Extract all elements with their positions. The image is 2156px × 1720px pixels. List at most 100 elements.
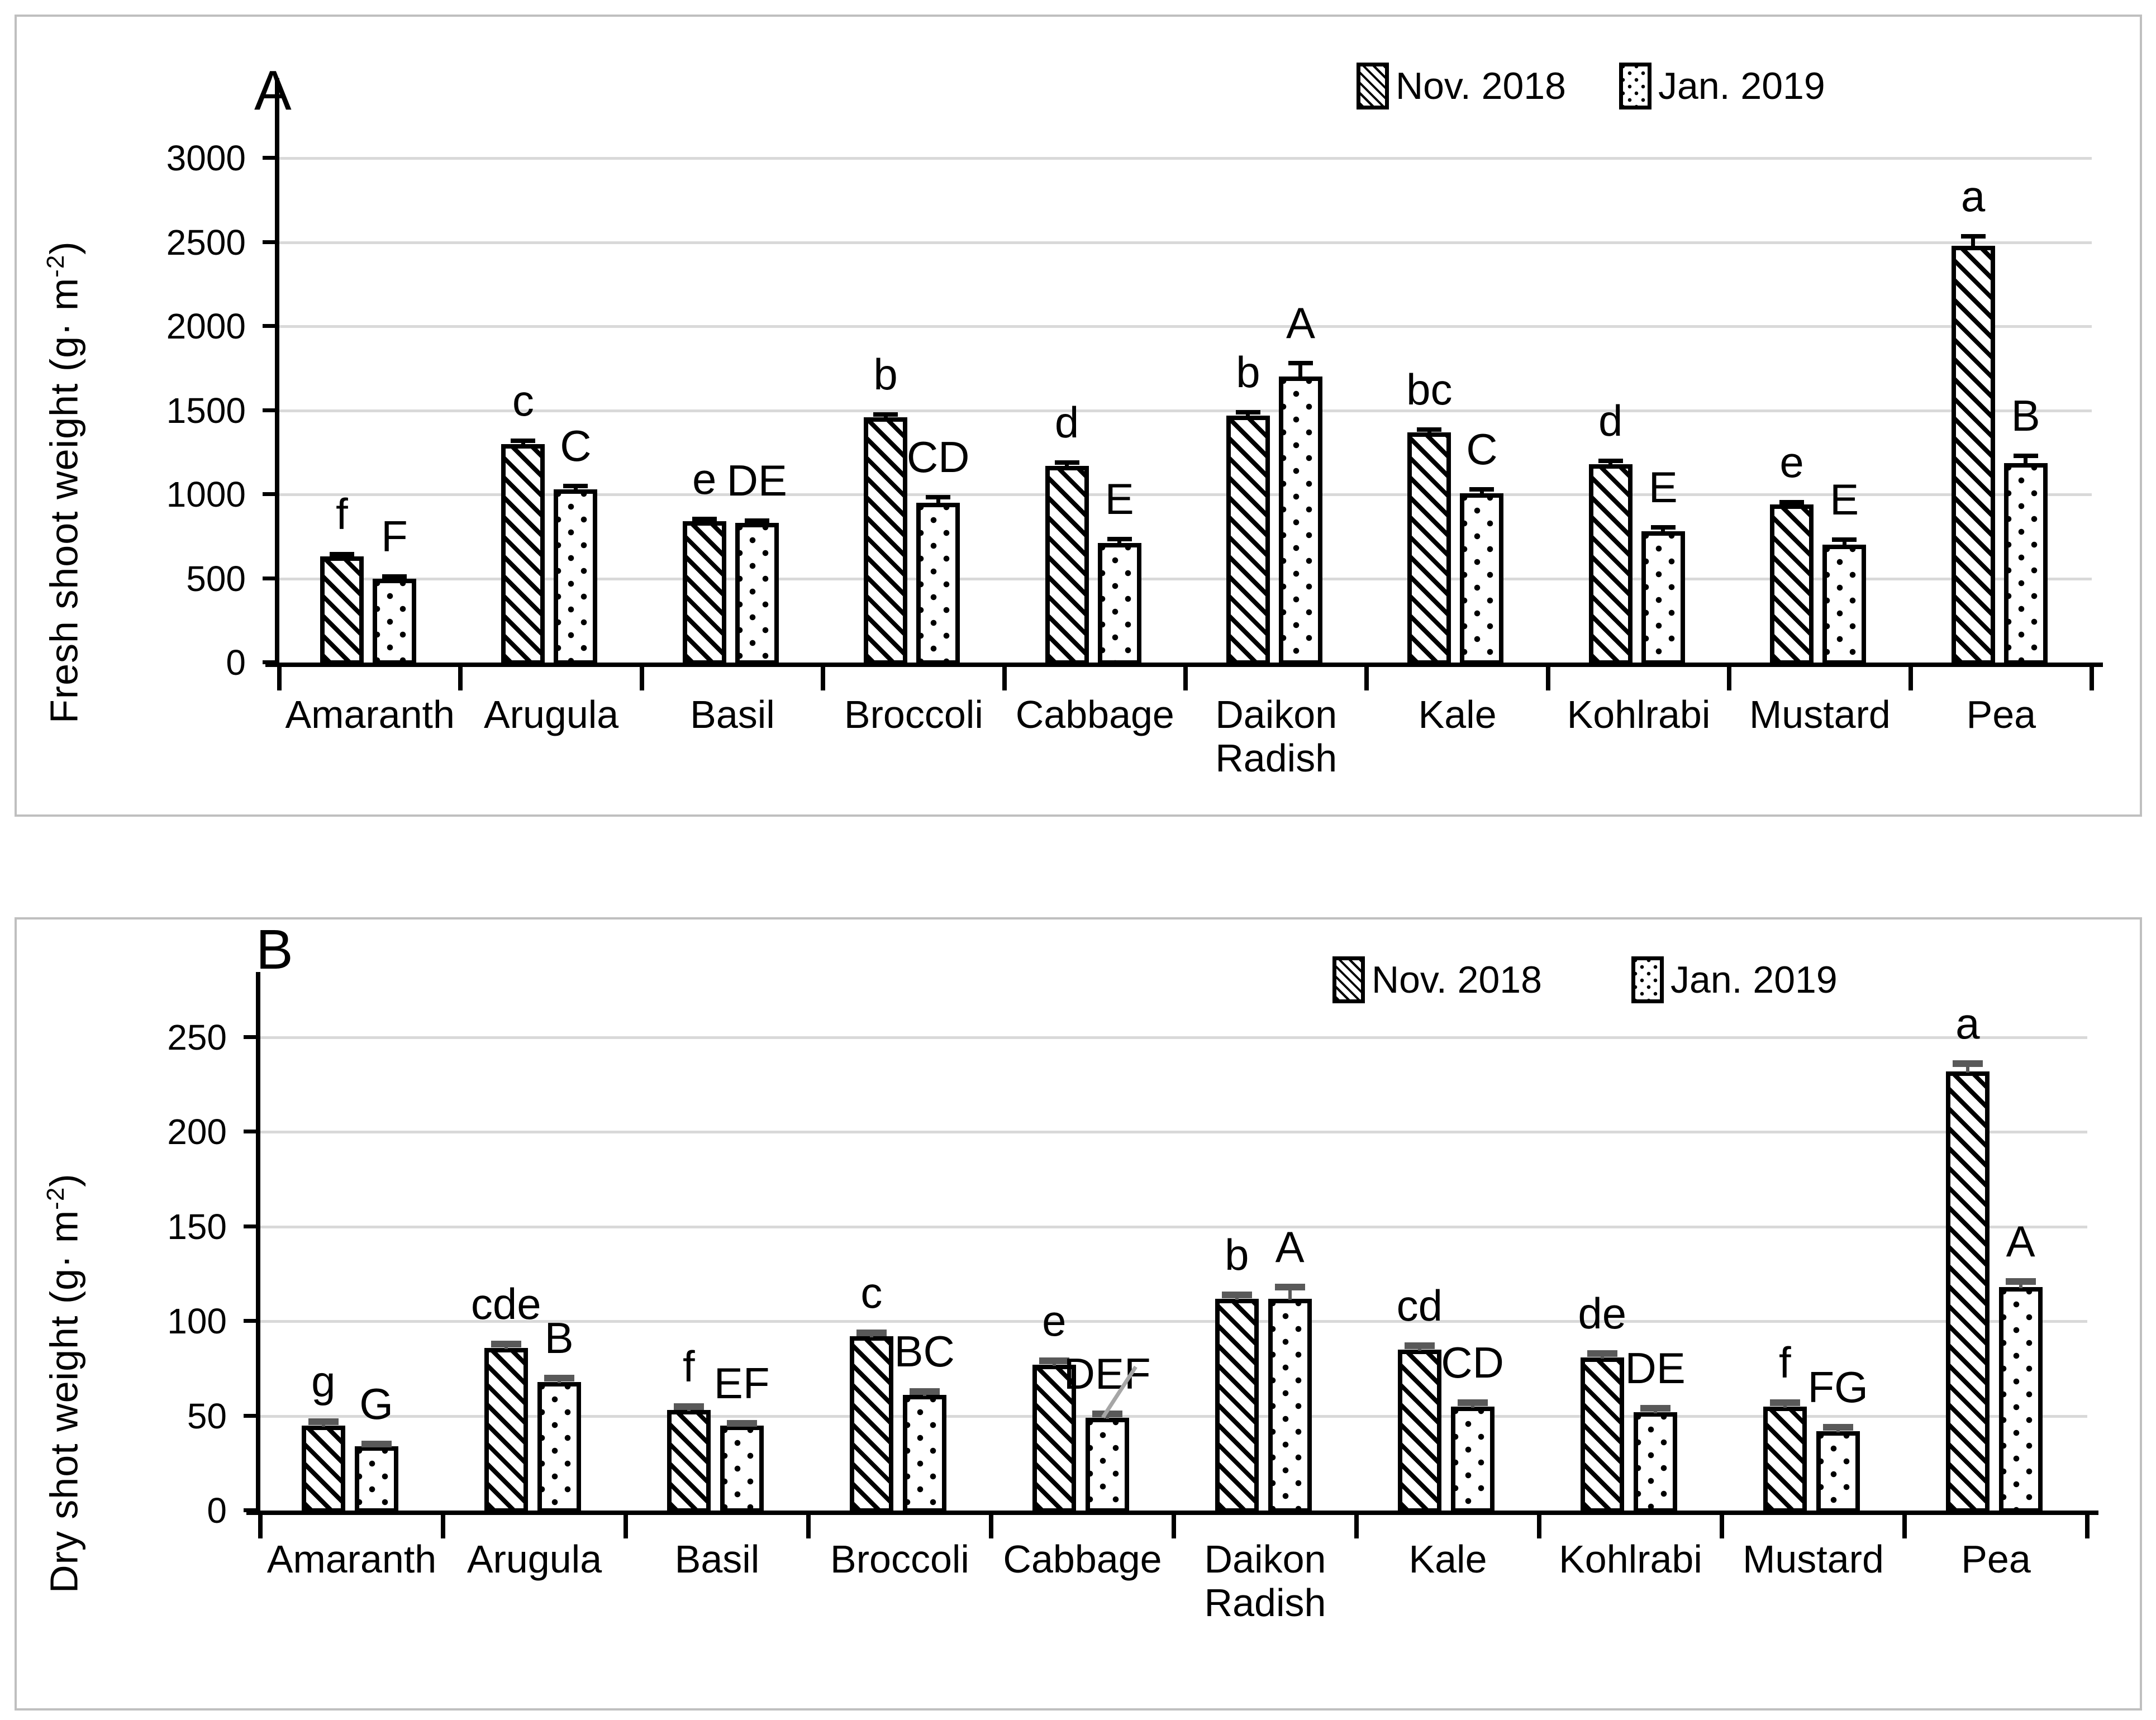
significance-letter: DEF [1063,1349,1151,1399]
hatch-pattern-swatch-icon [1357,63,1389,109]
significance-letter: f [1778,1337,1791,1387]
y-axis-tick-mark [244,1130,260,1134]
category-label: Daikon Radish [1204,1537,1326,1624]
significance-letter: A [1275,1222,1305,1272]
significance-letter: f [336,489,348,539]
legend-item-nov-2018: Nov. 2018 [1357,63,1566,109]
significance-letter: DE [726,455,787,505]
y-axis-tick-mark [244,1508,260,1512]
error-bar-cap [308,1418,339,1425]
y-axis-tick-mark [244,1035,260,1039]
error-bar-stem [1298,363,1303,378]
gridline [279,325,2092,328]
y-axis-tick-label: 1500 [166,390,246,431]
y-axis-tick-mark [263,156,279,160]
legend-label: Jan. 2019 [1670,959,1838,1001]
y-axis-title-text: ) [42,1173,86,1187]
significance-letter: c [860,1268,883,1317]
x-axis-tick-mark [277,667,282,690]
bar-nov-2018-cabbage [1032,1365,1076,1513]
category-label: Kale [1408,1537,1487,1581]
error-bar-cap [1221,1291,1252,1298]
error-bar-stem [2019,1281,2022,1289]
bar-jan-2019-cabbage [1097,543,1141,665]
significance-letter: cde [470,1279,541,1328]
significance-letter: d [1054,397,1079,447]
error-bar-cap [673,1403,704,1410]
x-axis-tick-mark [989,1515,993,1538]
significance-letter: DE [1625,1343,1686,1393]
panel-letter-b: B [256,918,293,981]
x-axis-tick-mark [1908,667,1913,690]
bar-nov-2018-amaranth [301,1425,345,1513]
significance-letter: de [1578,1288,1627,1338]
x-axis-line [265,663,2103,667]
error-bar-stem [1971,236,1976,247]
bar-nov-2018-basil [667,1410,711,1513]
gridline [260,1320,2087,1323]
y-axis-tick-label: 250 [167,1017,227,1057]
gridline [260,1414,2087,1418]
error-bar-stem [2024,455,2028,465]
error-bar-cap [382,574,407,579]
bar-jan-2019-pea [1998,1287,2043,1513]
category-label: Arugula [483,693,619,736]
error-bar-cap [1288,361,1313,366]
x-axis-tick-mark [806,1515,811,1538]
x-axis-tick-mark [1183,667,1188,690]
legend-item-jan-2019: Jan. 2019 [1619,63,1825,109]
error-bar-cap [856,1329,887,1336]
error-bar-cap [1952,1060,1983,1068]
y-axis-tick-mark [263,408,279,412]
legend-label: Nov. 2018 [1396,65,1566,107]
y-axis-tick-label: 2000 [166,306,246,346]
bar-nov-2018-amaranth [320,556,364,665]
error-bar-stem [1117,539,1122,545]
significance-letter: b [1236,347,1260,397]
bar-nov-2018-broccoli [864,417,908,665]
category-label: Pea [1961,1537,2031,1581]
error-bar-cap [1587,1350,1617,1357]
legend-item-nov-2018: Nov. 2018 [1332,956,1542,1003]
x-axis-tick-mark [1002,667,1007,690]
error-bar-cap [1769,1399,1800,1406]
significance-letter: cd [1396,1281,1443,1331]
significance-letter: G [359,1379,393,1429]
error-bar-cap [1469,487,1495,492]
significance-letter: F [381,511,408,561]
y-axis-line [256,972,260,1515]
x-axis-tick-mark [1902,1515,1907,1538]
hatch-pattern-swatch-icon [1332,956,1365,1003]
error-bar-cap [726,1420,757,1427]
bar-jan-2019-cabbage [1085,1417,1129,1513]
y-axis-tick-label: 0 [226,642,246,683]
error-bar-cap [491,1340,521,1347]
error-bar-stem [1965,1064,1969,1073]
significance-letter: e [1779,437,1804,487]
error-bar-stem [1661,527,1665,533]
y-axis-tick-label: 100 [167,1301,227,1342]
significance-letter: B [544,1313,574,1362]
bar-nov-2018-basil [682,521,726,665]
error-bar-cap [744,518,769,523]
bar-jan-2019-daikon-radish [1268,1298,1312,1513]
category-label: Broccoli [830,1537,969,1581]
error-bar-cap [873,412,898,417]
significance-letter: g [311,1356,336,1406]
significance-letter: a [1955,999,1980,1049]
category-label: Amaranth [266,1537,437,1581]
y-axis-title-text: Dry shot weight (g· m [42,1209,86,1593]
y-axis-title-text: Fresh shoot weight (g· m [42,277,86,723]
category-label: Kohlrabi [1567,693,1711,736]
error-bar-cap [361,1441,392,1448]
error-bar-cap [1235,409,1260,414]
y-axis-tick-mark [244,1319,260,1323]
significance-letter: BC [894,1326,955,1376]
panel-letter-a: A [254,59,292,122]
significance-letter: C [560,421,592,470]
y-axis-tick-label: 500 [186,558,246,599]
bar-jan-2019-arugula [537,1381,581,1513]
significance-letter: E [1105,474,1134,523]
x-axis-tick-mark [1172,1515,1176,1538]
